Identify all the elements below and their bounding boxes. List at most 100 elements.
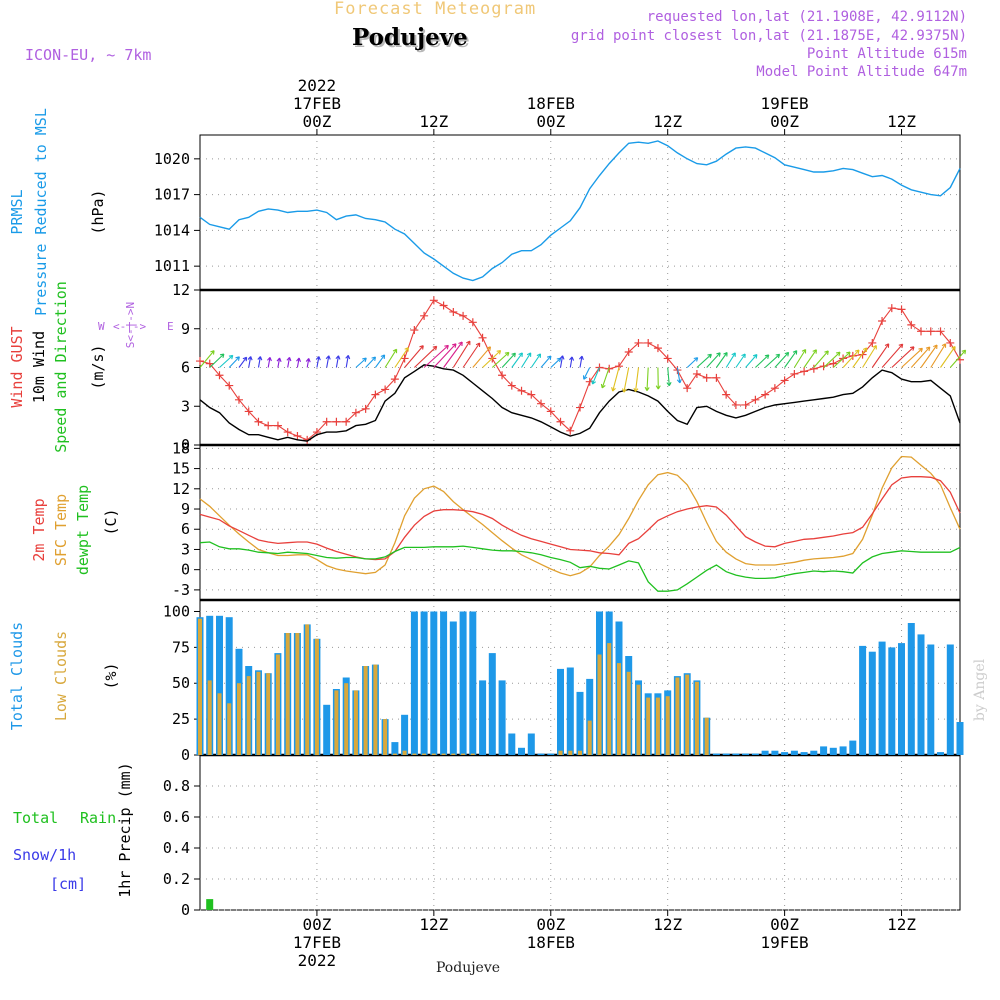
total-clouds-bar — [440, 611, 448, 755]
wind-gust-marker — [946, 338, 955, 347]
total-clouds-bar — [508, 733, 516, 755]
total-clouds-bar — [547, 753, 555, 755]
total-clouds-bar — [849, 740, 857, 755]
low-clouds-bar — [237, 683, 241, 755]
wind-unit-label: (m/s) — [89, 344, 107, 389]
wind-direction-arrow-icon — [472, 346, 492, 368]
temp-2m-label: 2m Temp — [30, 498, 48, 561]
pressure-ytick-label: 1017 — [154, 186, 190, 204]
wind-direction-arrow-icon — [666, 367, 672, 387]
meteogram-title: Forecast Meteogram — [334, 0, 537, 19]
wind-direction-arrow-icon — [832, 351, 851, 368]
low-clouds-bar — [422, 753, 427, 755]
total-clouds-bar — [401, 714, 409, 755]
wind-gust-marker — [429, 296, 438, 305]
wind-direction-arrow-icon — [644, 367, 650, 392]
low-clouds-bar — [694, 681, 699, 755]
wind-direction-arrow-icon — [735, 353, 746, 368]
wind-direction-arrow-icon — [433, 343, 457, 368]
wind-direction-arrow-icon — [345, 354, 351, 368]
precip-unit-label: 1hr Precip (mm) — [116, 762, 134, 897]
top-time-label: 12Z — [887, 112, 916, 131]
low-clouds-bar — [334, 690, 339, 755]
wind-direction-arrow-icon — [501, 352, 516, 368]
wind-direction-arrow-icon — [940, 345, 956, 368]
wind-direction-arrow-icon — [774, 351, 790, 368]
total-clouds-bar — [449, 621, 457, 755]
wind-gust-marker — [351, 408, 360, 417]
total-clouds-bar — [712, 753, 720, 755]
total-clouds-bar — [839, 746, 847, 755]
pressure-ytick-label: 1011 — [154, 257, 190, 275]
bottom-time-label: 12Z — [419, 915, 448, 934]
wind-direction-arrow-icon — [578, 355, 584, 368]
wind-gust-marker — [546, 407, 555, 416]
total-clouds-bar — [537, 753, 545, 755]
low-clouds-bar — [636, 684, 641, 755]
total-clouds-bar — [498, 680, 506, 755]
total-clouds-bar — [586, 678, 594, 755]
wind-gust-marker — [507, 381, 516, 390]
wind-direction-arrow-icon — [266, 356, 272, 368]
bottom-time-label: 19FEB — [761, 933, 809, 952]
precip-total-label: Total — [13, 809, 58, 827]
precip-ytick-label: 0.6 — [163, 808, 190, 826]
low-clouds-bar — [617, 663, 621, 755]
low-clouds-bar — [295, 633, 300, 755]
total-clouds-bar — [868, 651, 876, 755]
low-clouds-bar — [685, 674, 690, 755]
total-clouds-bar — [225, 617, 233, 755]
wind-gust-marker — [663, 354, 672, 363]
temperature-ytick-label: 18 — [172, 439, 190, 457]
clouds-ytick-label: 50 — [172, 674, 190, 692]
wind-direction-arrow-icon — [633, 367, 640, 393]
wind-direction-arrow-icon — [920, 344, 938, 368]
wind-direction-arrow-icon — [784, 350, 798, 368]
top-time-label: 00Z — [770, 112, 799, 131]
low-clouds-bar — [373, 664, 378, 755]
requested-coords: requested lon,lat (21.1908E, 42.9112N) — [646, 9, 967, 25]
wind-direction-arrow-icon — [891, 346, 915, 368]
total-clouds-bar — [761, 750, 769, 755]
wind-gust-marker — [790, 369, 799, 378]
wind-direction-arrow-icon — [286, 356, 292, 368]
total-clouds-bar — [410, 611, 418, 755]
total-clouds-bar — [888, 647, 896, 755]
total-clouds-bar — [751, 753, 759, 755]
clouds-ytick-label: 25 — [172, 710, 190, 728]
total-clouds-bar — [800, 752, 808, 755]
wind-gust-marker — [293, 431, 302, 440]
temperature-ytick-label: 12 — [172, 480, 190, 498]
wind-gust-marker — [917, 327, 926, 336]
temperature-ytick-label: 9 — [181, 500, 190, 518]
wind-direction-arrow-icon — [569, 356, 575, 368]
precip-ytick-label: 0.2 — [163, 870, 190, 888]
total-clouds-bar — [557, 668, 564, 755]
low-clouds-bar — [626, 671, 631, 755]
wind-direction-arrow-icon — [296, 357, 302, 368]
wind-gust-marker — [868, 338, 877, 347]
pressure-series-line — [199, 140, 961, 282]
wind-gust-marker — [537, 399, 546, 408]
low-clouds-bar — [665, 696, 670, 755]
wind-direction-arrow-icon — [257, 356, 263, 368]
clouds-ytick-label: 100 — [163, 602, 190, 620]
wind-gust-marker — [478, 333, 487, 342]
wind-direction-arrow-icon — [374, 354, 386, 368]
wind-gust-marker — [741, 400, 750, 409]
dewpt-temp-label: dewpt Temp — [74, 485, 92, 575]
low-clouds-bar — [344, 683, 349, 755]
low-clouds-bar — [646, 697, 651, 755]
clouds-unit-label: (%) — [102, 662, 120, 689]
low-clouds-bar — [558, 750, 563, 755]
wind-direction-arrow-icon — [482, 349, 502, 368]
wind-gust-marker — [468, 318, 477, 327]
wind-10m-line — [199, 364, 961, 442]
temperature-ytick-label: 15 — [172, 460, 190, 478]
wind-ytick-label: 12 — [172, 281, 190, 299]
clouds-ytick-label: 75 — [172, 638, 190, 656]
wind-direction-arrow-icon — [540, 355, 552, 368]
wind-direction-arrow-icon — [209, 353, 225, 368]
wind-direction-arrow-icon — [862, 345, 877, 368]
wind-direction-arrow-icon — [559, 355, 565, 368]
